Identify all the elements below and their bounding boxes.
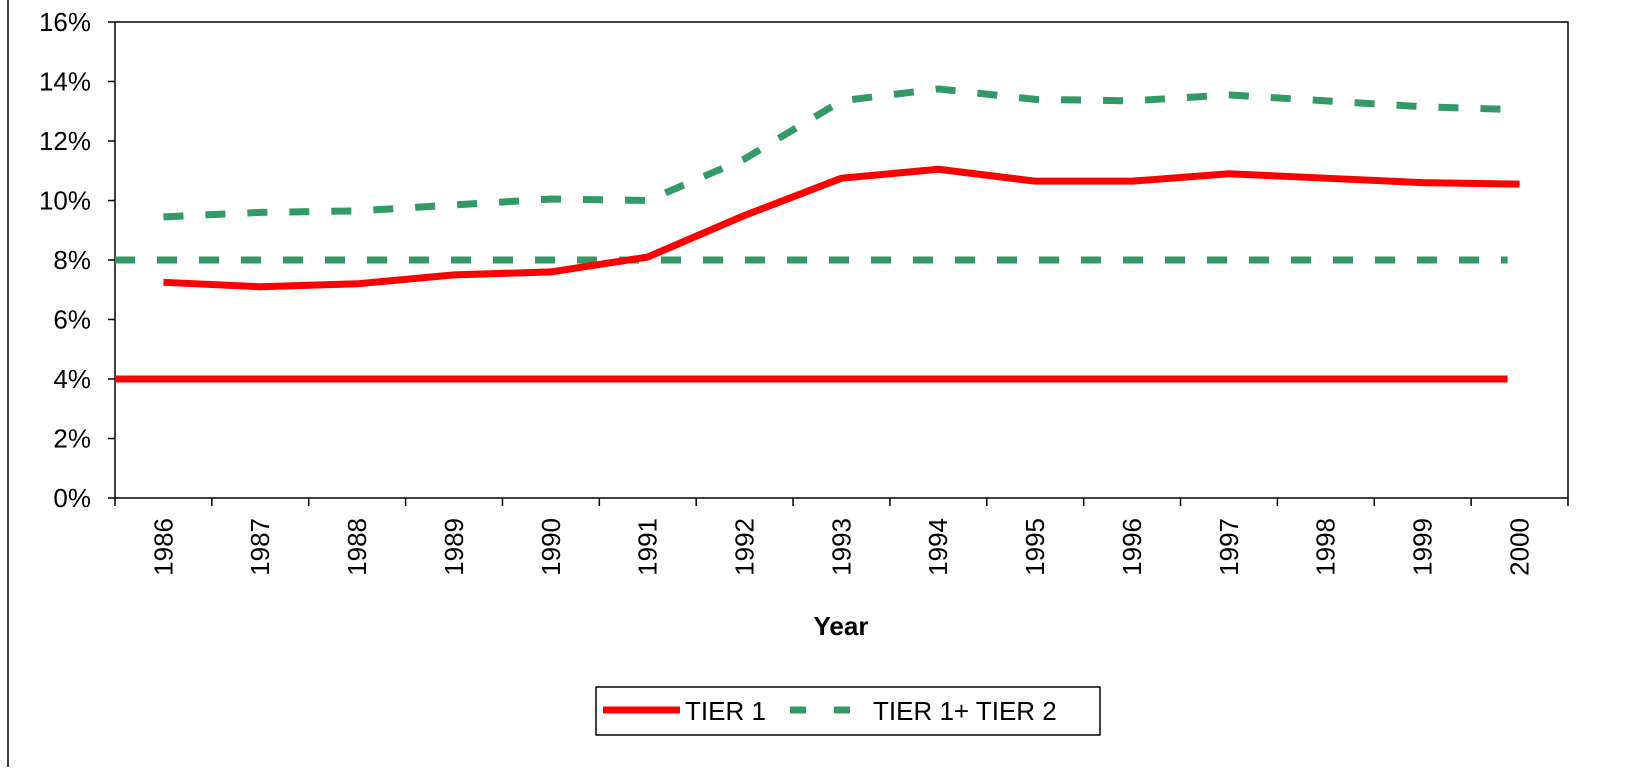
y-tick-label: 12% <box>39 126 91 156</box>
x-tick-label: 1992 <box>730 518 760 576</box>
x-tick-label: 1993 <box>826 518 856 576</box>
x-tick-label: 1986 <box>148 518 178 576</box>
x-tick-label: 1995 <box>1020 518 1050 576</box>
y-tick-label: 8% <box>53 245 91 275</box>
y-tick-label: 2% <box>53 423 91 453</box>
y-tick-label: 0% <box>53 483 91 513</box>
series-line <box>163 165 1520 291</box>
legend-label: TIER 1+ TIER 2 <box>873 696 1057 726</box>
x-tick-label: 1987 <box>245 518 275 576</box>
y-tick-label: 16% <box>39 7 91 37</box>
y-tick-label: 4% <box>53 364 91 394</box>
x-tick-label: 1989 <box>439 518 469 576</box>
legend-label: TIER 1 <box>685 696 766 726</box>
x-tick-label: 1991 <box>633 518 663 576</box>
x-tick-label: 1994 <box>923 518 953 576</box>
y-tick-label: 14% <box>39 66 91 96</box>
y-tick-label: 6% <box>53 304 91 334</box>
x-tick-label: 1998 <box>1311 518 1341 576</box>
x-axis-label: Year <box>814 611 869 641</box>
x-tick-label: 1996 <box>1117 518 1147 576</box>
y-tick-label: 10% <box>39 185 91 215</box>
x-tick-label: 1990 <box>536 518 566 576</box>
x-tick-label: 1997 <box>1214 518 1244 576</box>
x-tick-label: 1999 <box>1408 518 1438 576</box>
x-tick-label: 2000 <box>1504 518 1534 576</box>
series-line <box>163 85 1520 221</box>
x-tick-label: 1988 <box>342 518 372 576</box>
